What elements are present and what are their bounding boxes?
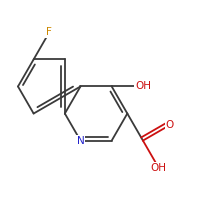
Text: OH: OH <box>151 163 167 173</box>
Text: N: N <box>77 136 84 146</box>
Text: F: F <box>46 27 52 37</box>
Text: OH: OH <box>135 81 151 91</box>
Text: O: O <box>166 120 174 130</box>
